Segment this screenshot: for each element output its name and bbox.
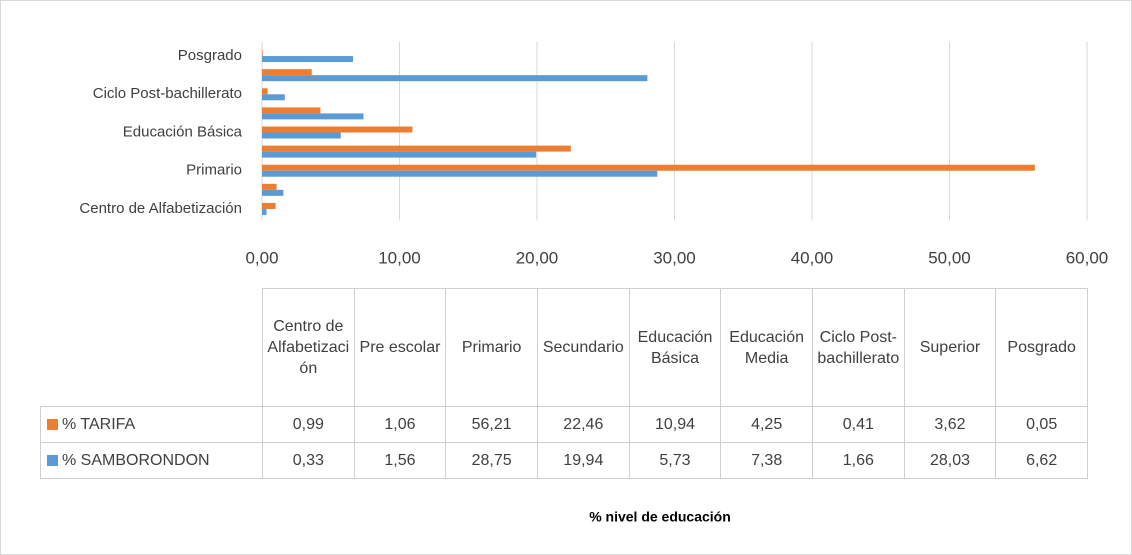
table-value: 10,94 [628, 406, 722, 443]
bar [262, 107, 321, 114]
bar [262, 183, 277, 190]
x-tick-label: 60,00 [1066, 248, 1109, 267]
bar [262, 145, 571, 152]
table-header: Ciclo Post-bachillerato [812, 288, 905, 407]
y-tick-label: Ciclo Post-bachillerato [93, 85, 242, 102]
y-tick-label: Primario [186, 162, 242, 179]
table-value: 0,05 [995, 406, 1088, 443]
bar [262, 164, 1035, 171]
y-tick-label: Educación Básica [123, 123, 243, 140]
bar [262, 69, 312, 76]
table-header: Educación Media [720, 288, 813, 407]
table-header: Primario [445, 288, 538, 407]
table-legend-cell: % TARIFA [40, 406, 263, 443]
x-tick-label: 40,00 [791, 248, 834, 267]
bar [262, 56, 354, 63]
x-tick-label: 0,00 [245, 248, 278, 267]
table-value: 3,62 [903, 406, 997, 443]
table-legend-cell: % SAMBORONDON [40, 442, 263, 479]
bar [262, 126, 413, 133]
bar [262, 75, 648, 82]
table-value: 0,41 [812, 406, 905, 443]
table-header: Educación Básica [628, 288, 722, 407]
legend-label: % SAMBORONDON [62, 452, 210, 469]
bar [262, 170, 658, 177]
table-value: 19,94 [537, 442, 630, 479]
table-value: 1,56 [353, 442, 447, 479]
table-value: 4,25 [720, 406, 813, 443]
table-value: 5,73 [628, 442, 722, 479]
table-value: 0,33 [262, 442, 355, 479]
y-tick-label: Centro de Alfabetización [79, 200, 242, 217]
y-tick-label: Posgrado [178, 47, 242, 64]
bar [262, 151, 537, 158]
legend-key [47, 419, 58, 430]
bar [262, 113, 364, 120]
table-value: 1,06 [353, 406, 447, 443]
bar [262, 94, 285, 101]
table-value: 1,66 [812, 442, 905, 479]
chart-title: % nivel de educación [589, 509, 731, 525]
table-header: Secundario [537, 288, 630, 407]
table-value: 28,75 [445, 442, 538, 479]
bar [262, 132, 341, 139]
x-tick-label: 50,00 [928, 248, 971, 267]
table-value: 0,99 [262, 406, 355, 443]
table-value: 7,38 [720, 442, 813, 479]
table-header: Centro de Alfabetización [262, 288, 355, 407]
x-tick-label: 10,00 [378, 248, 421, 267]
bar [262, 50, 263, 57]
legend-label: % TARIFA [62, 416, 136, 433]
bar [262, 208, 267, 215]
bar [262, 202, 276, 209]
table-value: 56,21 [445, 406, 538, 443]
table-value: 6,62 [995, 442, 1088, 479]
x-tick-label: 30,00 [653, 248, 696, 267]
table-header: Superior [903, 288, 997, 407]
table-value: 28,03 [903, 442, 997, 479]
table-header: Pre escolar [353, 288, 447, 407]
x-tick-label: 20,00 [516, 248, 559, 267]
legend-key [47, 455, 58, 466]
table-value: 22,46 [537, 406, 630, 443]
bar [262, 88, 268, 95]
bar [262, 189, 284, 196]
table-header: Posgrado [995, 288, 1088, 407]
